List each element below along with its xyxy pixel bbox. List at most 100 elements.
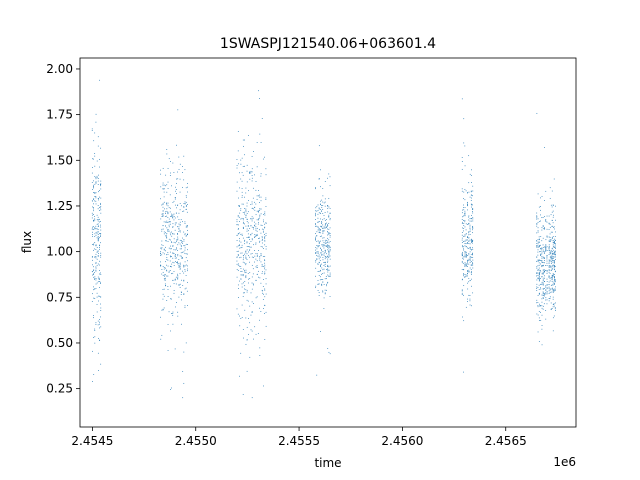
data-point	[551, 231, 553, 233]
data-point	[542, 269, 544, 271]
data-point	[554, 251, 556, 253]
data-point	[553, 279, 555, 281]
data-point	[182, 211, 184, 212]
data-point	[93, 184, 94, 186]
data-point	[538, 241, 540, 243]
data-point	[178, 223, 180, 225]
data-point	[253, 303, 254, 304]
data-point	[100, 296, 102, 298]
data-point	[237, 245, 239, 247]
data-point	[328, 232, 330, 233]
data-point	[173, 271, 175, 272]
data-point	[174, 249, 176, 251]
data-point	[172, 257, 174, 259]
data-point	[246, 339, 248, 341]
data-point	[536, 267, 538, 269]
data-point	[236, 181, 238, 183]
data-point	[240, 252, 242, 254]
data-point	[94, 342, 96, 344]
data-point	[471, 261, 472, 262]
data-point	[322, 240, 324, 242]
data-point	[550, 239, 552, 241]
data-point	[260, 173, 262, 175]
data-point	[552, 258, 554, 259]
data-point	[96, 296, 98, 298]
data-point	[180, 255, 182, 257]
data-point	[472, 232, 473, 234]
data-point	[172, 216, 174, 218]
data-point	[164, 275, 165, 277]
data-point	[542, 294, 544, 296]
data-point	[179, 273, 181, 275]
data-point	[552, 227, 554, 228]
data-point	[549, 252, 551, 254]
data-point	[249, 172, 251, 174]
data-point	[545, 250, 547, 252]
data-point	[171, 263, 173, 265]
data-point	[247, 233, 249, 235]
data-point	[325, 256, 327, 258]
data-point	[251, 264, 253, 266]
data-point	[174, 224, 176, 226]
data-point	[471, 215, 472, 216]
data-point	[249, 227, 251, 229]
data-point	[244, 139, 246, 141]
data-point	[260, 196, 262, 198]
data-point	[549, 265, 551, 267]
data-point	[179, 255, 181, 257]
data-point	[99, 233, 101, 234]
data-point	[544, 294, 545, 296]
data-point	[463, 241, 464, 242]
data-point	[264, 266, 266, 268]
data-point	[250, 172, 252, 174]
data-point	[464, 145, 466, 147]
data-point	[100, 147, 102, 149]
data-point	[183, 206, 185, 208]
data-point	[168, 218, 170, 220]
data-point	[247, 246, 249, 247]
data-point	[93, 315, 94, 316]
data-point	[181, 323, 182, 325]
data-point	[94, 192, 96, 193]
data-point	[179, 265, 181, 267]
data-point	[247, 273, 249, 274]
data-point	[468, 243, 470, 244]
data-point	[166, 236, 168, 238]
data-point	[184, 247, 186, 249]
data-point	[464, 199, 466, 201]
data-point	[463, 209, 465, 211]
data-point	[255, 243, 257, 245]
data-point	[468, 271, 470, 273]
data-point	[162, 213, 164, 214]
data-point	[100, 185, 101, 187]
data-point	[182, 166, 183, 167]
data-point	[320, 200, 321, 202]
data-point	[92, 274, 93, 276]
data-point	[239, 187, 240, 189]
data-point	[461, 239, 463, 241]
data-point	[549, 197, 551, 199]
data-point	[470, 175, 472, 176]
data-point	[546, 246, 548, 248]
data-point	[184, 307, 186, 309]
data-point	[168, 221, 170, 223]
data-point	[472, 240, 473, 242]
data-point	[261, 239, 263, 240]
data-point	[169, 255, 171, 257]
data-point	[320, 266, 321, 267]
data-point	[177, 315, 179, 317]
data-point	[237, 250, 239, 252]
data-point	[542, 293, 544, 295]
data-point	[185, 243, 187, 245]
data-point	[550, 231, 552, 233]
data-point	[177, 239, 179, 241]
data-point	[250, 225, 252, 227]
data-point	[95, 182, 97, 184]
data-point	[162, 206, 164, 208]
data-point	[548, 300, 550, 302]
y-tick-label: 0.50	[46, 336, 73, 350]
data-point	[171, 185, 172, 187]
data-point	[246, 213, 248, 214]
data-point	[327, 245, 328, 247]
data-point	[536, 215, 538, 217]
